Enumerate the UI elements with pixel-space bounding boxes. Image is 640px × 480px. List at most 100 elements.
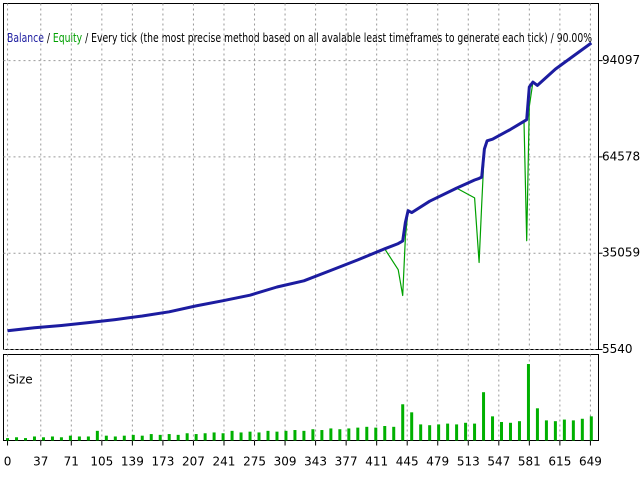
size-bar	[491, 416, 495, 441]
size-bar	[95, 430, 99, 441]
x-tick-label: 343	[304, 455, 327, 469]
size-title: Size	[8, 373, 33, 387]
balance-line	[7, 41, 593, 333]
size-bar	[562, 419, 566, 441]
size-bar	[500, 421, 504, 441]
x-tick-label: 615	[548, 455, 571, 469]
separator: /	[85, 31, 88, 45]
size-bar	[374, 427, 378, 441]
size-bar	[275, 431, 279, 441]
size-bar	[473, 423, 477, 441]
size-bar	[194, 434, 198, 441]
size-bar	[24, 438, 28, 441]
size-bar	[239, 432, 243, 441]
x-tick-label: 207	[182, 455, 205, 469]
size-bar	[365, 426, 369, 441]
x-tick-label: 309	[274, 455, 297, 469]
x-tick-label: 581	[518, 455, 541, 469]
size-bar	[329, 428, 333, 441]
size-bar	[320, 430, 324, 441]
x-tick-label: 173	[151, 455, 174, 469]
legend-balance: Balance	[7, 31, 44, 45]
y-tick-label: 64578	[602, 149, 640, 163]
size-bar	[167, 434, 171, 441]
size-bar	[311, 429, 315, 441]
size-bar	[589, 416, 593, 441]
size-bar	[257, 432, 261, 441]
x-tick-label: 649	[579, 455, 602, 469]
size-bar	[104, 435, 108, 441]
size-bar	[59, 437, 63, 441]
size-bar	[508, 422, 512, 441]
size-bar	[410, 412, 414, 441]
size-bar	[122, 435, 126, 441]
x-tick-label: 0	[4, 455, 12, 469]
x-tick-label: 513	[457, 455, 480, 469]
size-bar	[50, 436, 54, 441]
size-bar	[302, 430, 306, 441]
size-bar	[446, 423, 450, 441]
x-tick-label: 105	[90, 455, 113, 469]
size-bar	[580, 418, 584, 441]
size-bar	[419, 424, 423, 441]
size-bar	[428, 425, 432, 441]
x-tick-label: 445	[396, 455, 419, 469]
x-tick-label: 37	[33, 455, 48, 469]
size-bar	[32, 436, 36, 441]
size-bar	[248, 431, 252, 441]
size-bar	[149, 434, 153, 441]
size-bar	[77, 436, 81, 441]
y-tick-label: 35059	[602, 246, 640, 260]
size-bar	[158, 434, 162, 441]
size-bar	[185, 433, 189, 441]
size-bar	[68, 435, 72, 441]
separator: /	[47, 31, 50, 45]
size-bar	[517, 421, 521, 441]
size-bar	[6, 438, 10, 441]
x-tick-label: 71	[64, 455, 79, 469]
x-tick-label: 547	[487, 455, 510, 469]
size-bar	[15, 437, 19, 441]
size-bar	[41, 437, 45, 441]
size-bar	[544, 420, 548, 441]
x-tick-label: 479	[426, 455, 449, 469]
size-bar	[203, 433, 207, 441]
size-bar	[266, 430, 270, 441]
size-panel	[3, 354, 599, 441]
size-bar	[221, 433, 225, 441]
size-bar	[553, 421, 557, 441]
size-bar	[212, 432, 216, 441]
y-tick-label: 5540	[602, 342, 633, 356]
size-bar	[383, 426, 387, 441]
size-bar	[401, 404, 405, 441]
main-panel	[3, 3, 599, 350]
x-tick-label: 411	[365, 455, 388, 469]
header: Balance / Equity / Every tick (the most …	[7, 31, 592, 45]
y-tick-label: 94097	[602, 53, 640, 67]
x-tick-label: 275	[243, 455, 266, 469]
x-tick-label: 241	[213, 455, 236, 469]
size-bar	[176, 434, 180, 441]
size-bar	[392, 426, 396, 441]
size-bar	[437, 424, 441, 441]
size-bar	[455, 424, 459, 441]
size-bar	[140, 435, 144, 441]
size-bar	[482, 392, 486, 441]
subtitle: Every tick (the most precise method base…	[91, 31, 592, 45]
x-tick-label: 377	[335, 455, 358, 469]
size-bar	[284, 430, 288, 441]
size-bar	[293, 430, 297, 441]
size-bar	[113, 436, 117, 441]
equity-line	[7, 42, 592, 332]
legend-equity: Equity	[53, 31, 83, 45]
size-bar	[131, 434, 135, 441]
size-bar	[230, 430, 234, 441]
size-bar	[86, 436, 90, 441]
size-bar	[464, 422, 468, 441]
size-bar	[535, 408, 539, 441]
size-bar	[338, 429, 342, 441]
size-bar	[347, 428, 351, 441]
size-bar	[356, 427, 360, 441]
x-tick-label: 139	[121, 455, 144, 469]
